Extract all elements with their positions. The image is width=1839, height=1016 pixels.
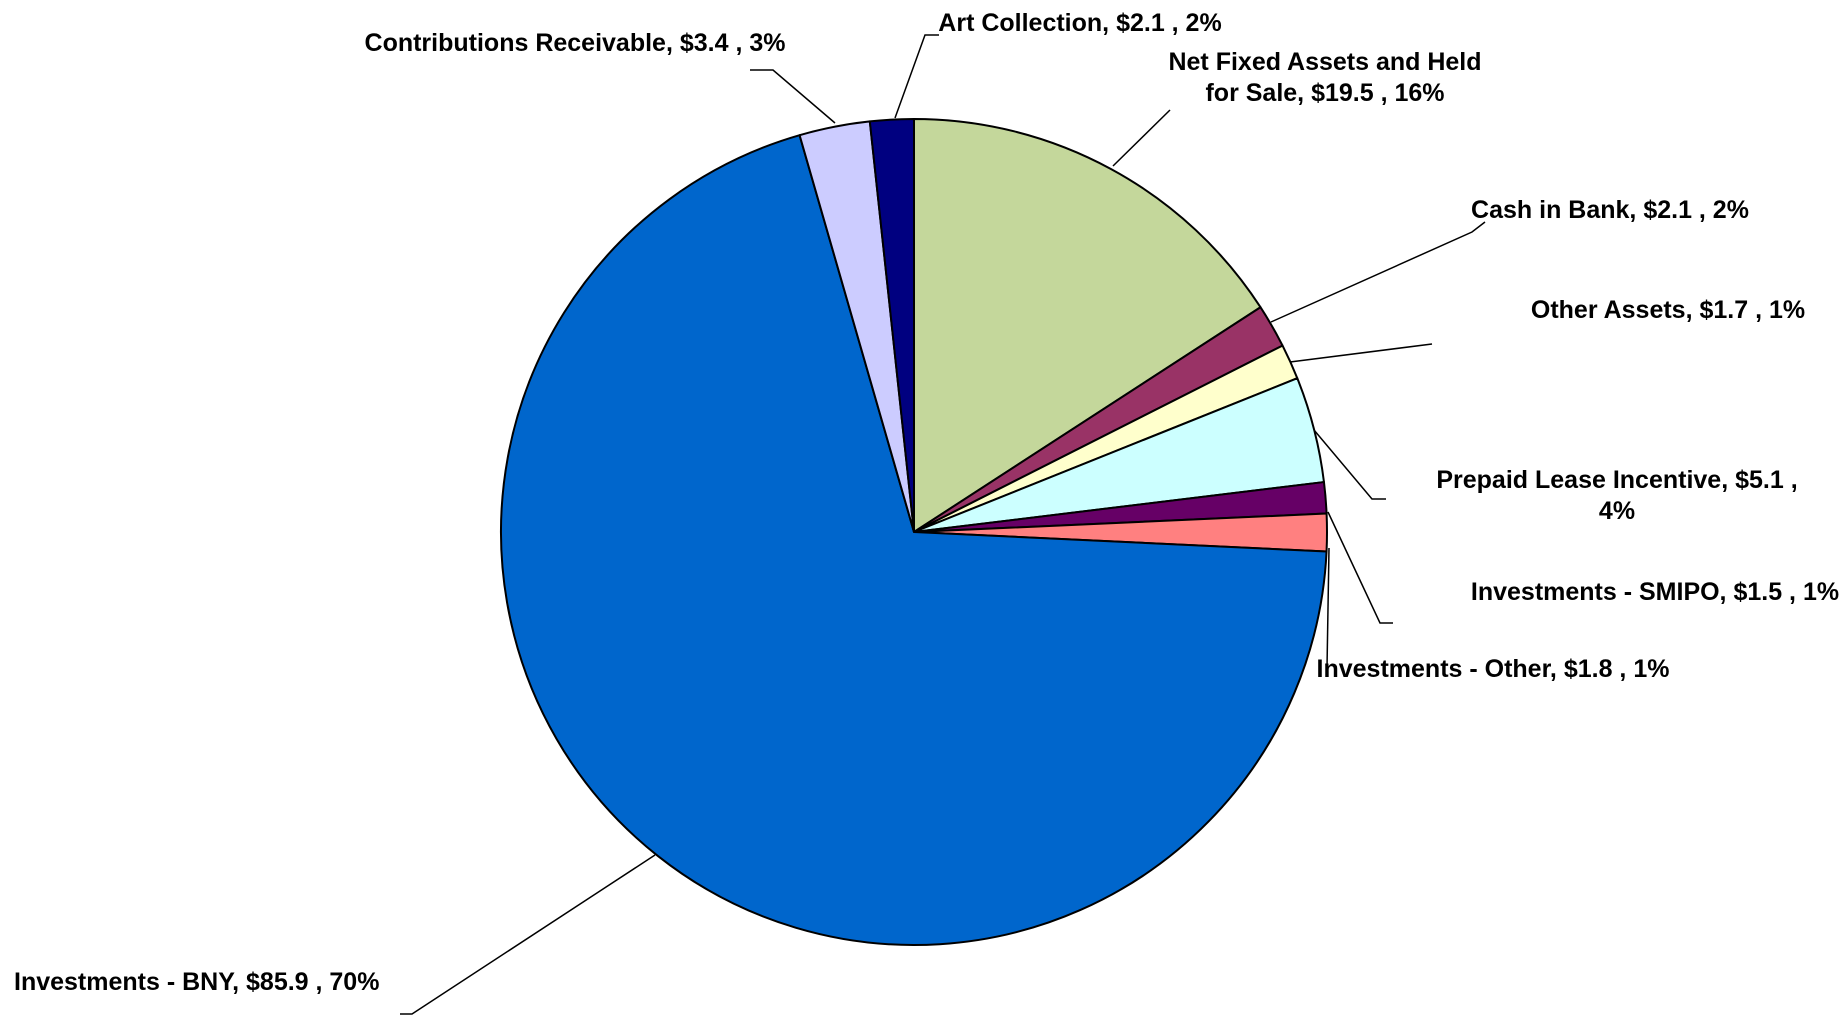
- leader-line-prepaid-lease-incentive: [1313, 429, 1386, 500]
- leader-lines: [400, 34, 1486, 1015]
- data-label-investments-bny: Investments - BNY, $85.9 , 70%: [14, 968, 379, 996]
- data-label-prepaid-lease-incentive: Prepaid Lease Incentive, $5.1 , 4%: [1436, 466, 1797, 525]
- data-label-line: Prepaid Lease Incentive, $5.1 ,: [1436, 466, 1797, 494]
- data-label-line: Investments - SMIPO, $1.5 , 1%: [1471, 578, 1839, 606]
- data-label-line: Investments - BNY, $85.9 , 70%: [14, 968, 379, 996]
- slice-art-collection: [868, 118, 915, 533]
- data-label-art-collection: Art Collection, $2.1 , 2%: [938, 9, 1221, 37]
- leader-line-investments-bny: [400, 854, 656, 1015]
- pie-slices: [500, 118, 1329, 946]
- data-label-line: 4%: [1599, 497, 1635, 525]
- data-label-line: Art Collection, $2.1 , 2%: [938, 9, 1221, 37]
- slice-net-fixed-assets-and-held-for-sale: [913, 118, 1262, 533]
- slice-investments-bny: [500, 134, 1328, 946]
- leader-line-art-collection: [894, 34, 939, 119]
- data-label-line: for Sale, $19.5 , 16%: [1205, 79, 1444, 107]
- data-label-investments-smipo: Investments - SMIPO, $1.5 , 1%: [1471, 578, 1839, 606]
- data-label-line: Contributions Receivable, $3.4 , 3%: [365, 29, 786, 57]
- leader-line-net-fixed-assets-and-held-for-sale: [1112, 109, 1171, 167]
- data-label-line: Net Fixed Assets and Held: [1168, 48, 1481, 76]
- data-label-cash-in-bank: Cash in Bank, $2.1 , 2%: [1471, 196, 1749, 224]
- leader-line-investments-other: [1326, 547, 1330, 669]
- data-label-contributions-receivable: Contributions Receivable, $3.4 , 3%: [365, 29, 786, 57]
- leader-line-contributions-receivable: [750, 69, 836, 124]
- data-label-line: Investments - Other, $1.8 , 1%: [1317, 655, 1670, 683]
- data-label-other-assets: Other Assets, $1.7 , 1%: [1531, 296, 1805, 324]
- leader-line-cash-in-bank: [1270, 221, 1486, 323]
- data-label-line: Other Assets, $1.7 , 1%: [1531, 296, 1805, 324]
- data-label-investments-other: Investments - Other, $1.8 , 1%: [1317, 655, 1670, 683]
- data-labels: Net Fixed Assets and Held for Sale, $19.5…: [14, 9, 1839, 996]
- leader-line-other-assets: [1289, 343, 1433, 363]
- leader-line-investments-smipo: [1327, 511, 1393, 624]
- data-label-line: Cash in Bank, $2.1 , 2%: [1471, 196, 1749, 224]
- data-label-net-fixed-assets-and-held-for-sale: Net Fixed Assets and Held for Sale, $19.5…: [1168, 48, 1481, 107]
